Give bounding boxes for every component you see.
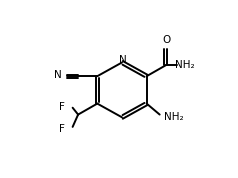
Text: O: O	[162, 35, 170, 45]
Text: NH₂: NH₂	[164, 112, 183, 122]
Text: F: F	[60, 124, 65, 134]
Text: F: F	[60, 102, 65, 112]
Text: N: N	[119, 55, 127, 65]
Text: NH₂: NH₂	[175, 60, 195, 70]
Text: N: N	[54, 70, 62, 80]
